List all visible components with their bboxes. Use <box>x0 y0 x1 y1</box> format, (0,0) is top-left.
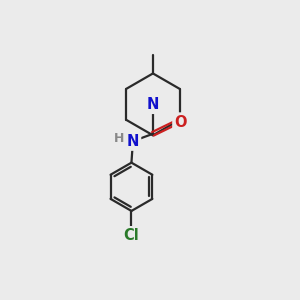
Text: Cl: Cl <box>124 228 139 243</box>
Text: O: O <box>174 115 187 130</box>
Text: H: H <box>114 132 124 145</box>
Text: N: N <box>147 97 159 112</box>
Text: N: N <box>127 134 139 149</box>
